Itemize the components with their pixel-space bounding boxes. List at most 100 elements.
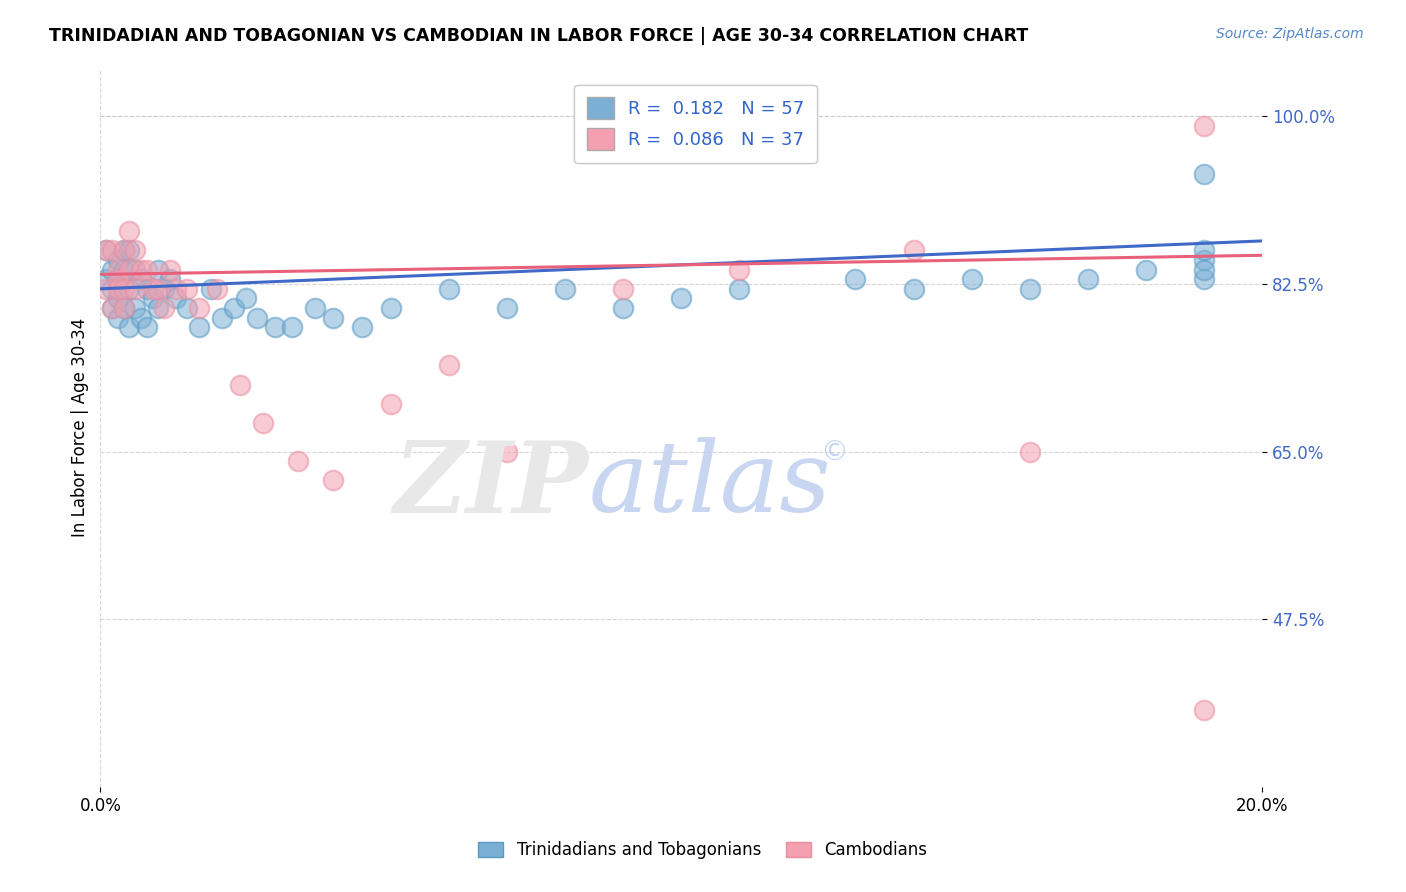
- Legend: R =  0.182   N = 57, R =  0.086   N = 37: R = 0.182 N = 57, R = 0.086 N = 37: [574, 85, 817, 163]
- Point: [135, 282, 157, 296]
- Point: [107, 262, 129, 277]
- Point: [112, 244, 135, 258]
- Point: [142, 282, 165, 296]
- Point: [322, 310, 344, 325]
- Point: [496, 444, 519, 458]
- Point: [118, 320, 141, 334]
- Point: [1192, 703, 1215, 717]
- Point: [101, 301, 124, 315]
- Point: [96, 272, 118, 286]
- Y-axis label: In Labor Force | Age 30-34: In Labor Force | Age 30-34: [72, 318, 89, 537]
- Point: [153, 282, 176, 296]
- Point: [101, 301, 124, 315]
- Point: [1192, 167, 1215, 181]
- Point: [159, 262, 181, 277]
- Point: [112, 301, 135, 315]
- Point: [281, 320, 304, 334]
- Point: [903, 244, 925, 258]
- Text: Source: ZipAtlas.com: Source: ZipAtlas.com: [1216, 27, 1364, 41]
- Point: [101, 262, 124, 277]
- Point: [669, 292, 692, 306]
- Point: [176, 301, 198, 315]
- Point: [96, 244, 118, 258]
- Point: [380, 301, 402, 315]
- Point: [112, 244, 135, 258]
- Point: [200, 282, 222, 296]
- Point: [118, 282, 141, 296]
- Point: [496, 301, 519, 315]
- Point: [107, 272, 129, 286]
- Point: [1018, 282, 1040, 296]
- Point: [107, 310, 129, 325]
- Point: [188, 301, 211, 315]
- Point: [101, 244, 124, 258]
- Point: [129, 272, 152, 286]
- Point: [252, 416, 274, 430]
- Point: [380, 397, 402, 411]
- Point: [148, 262, 170, 277]
- Point: [153, 301, 176, 315]
- Point: [112, 301, 135, 315]
- Point: [124, 262, 146, 277]
- Point: [229, 377, 252, 392]
- Point: [107, 282, 129, 296]
- Point: [96, 244, 118, 258]
- Point: [1077, 272, 1099, 286]
- Point: [129, 262, 152, 277]
- Point: [263, 320, 285, 334]
- Point: [96, 282, 118, 296]
- Point: [222, 301, 245, 315]
- Point: [124, 282, 146, 296]
- Point: [437, 359, 460, 373]
- Point: [903, 282, 925, 296]
- Point: [612, 301, 634, 315]
- Point: [322, 474, 344, 488]
- Point: [1018, 444, 1040, 458]
- Point: [118, 244, 141, 258]
- Point: [205, 282, 228, 296]
- Point: [159, 272, 181, 286]
- Text: TRINIDADIAN AND TOBAGONIAN VS CAMBODIAN IN LABOR FORCE | AGE 30-34 CORRELATION C: TRINIDADIAN AND TOBAGONIAN VS CAMBODIAN …: [49, 27, 1028, 45]
- Point: [1192, 119, 1215, 133]
- Point: [1192, 244, 1215, 258]
- Point: [129, 310, 152, 325]
- Point: [235, 292, 257, 306]
- Point: [112, 282, 135, 296]
- Point: [1192, 253, 1215, 268]
- Point: [135, 320, 157, 334]
- Point: [844, 272, 866, 286]
- Point: [148, 282, 170, 296]
- Point: [135, 262, 157, 277]
- Point: [107, 292, 129, 306]
- Point: [1192, 262, 1215, 277]
- Point: [165, 292, 187, 306]
- Point: [211, 310, 233, 325]
- Text: ZIP: ZIP: [394, 437, 588, 533]
- Point: [1192, 272, 1215, 286]
- Text: ©: ©: [821, 439, 848, 467]
- Point: [304, 301, 326, 315]
- Point: [142, 292, 165, 306]
- Point: [728, 282, 751, 296]
- Legend: Trinidadians and Tobagonians, Cambodians: Trinidadians and Tobagonians, Cambodians: [472, 835, 934, 866]
- Point: [246, 310, 269, 325]
- Point: [728, 262, 751, 277]
- Point: [112, 262, 135, 277]
- Point: [118, 224, 141, 238]
- Point: [188, 320, 211, 334]
- Point: [176, 282, 198, 296]
- Point: [107, 272, 129, 286]
- Point: [960, 272, 983, 286]
- Point: [107, 253, 129, 268]
- Point: [1135, 262, 1157, 277]
- Point: [554, 282, 576, 296]
- Point: [148, 301, 170, 315]
- Point: [612, 282, 634, 296]
- Point: [350, 320, 373, 334]
- Point: [437, 282, 460, 296]
- Point: [124, 301, 146, 315]
- Point: [118, 262, 141, 277]
- Point: [101, 282, 124, 296]
- Point: [124, 244, 146, 258]
- Text: atlas: atlas: [588, 437, 831, 533]
